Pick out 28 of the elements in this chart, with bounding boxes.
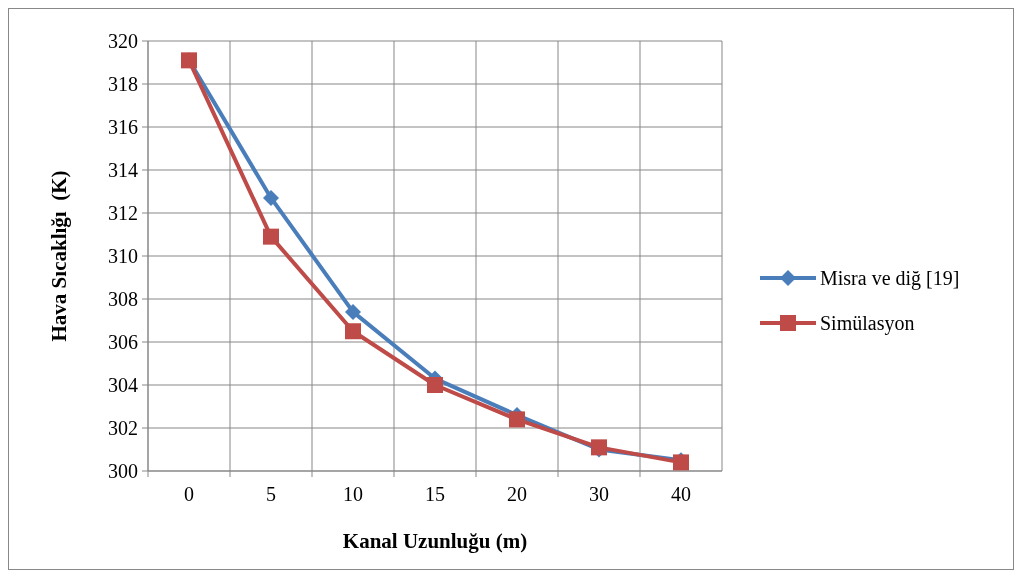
x-axis-title: Kanal Uzunluğu (m): [342, 529, 528, 553]
x-tick-label: 30: [589, 483, 609, 505]
point: [263, 189, 279, 206]
y-tick-label: 320: [108, 30, 138, 52]
x-tick-label: 40: [671, 483, 691, 505]
x-tick-label: 20: [507, 483, 527, 505]
point: [509, 411, 525, 428]
y-tick-label: 312: [108, 202, 138, 224]
y-tick-label: 300: [108, 460, 138, 482]
point: [263, 228, 279, 245]
x-tick-label: 10: [343, 483, 363, 505]
point: [345, 323, 361, 340]
point: [427, 377, 443, 393]
x-tick-label: 0: [184, 483, 194, 505]
point: [345, 303, 361, 320]
y-tick-label: 302: [108, 417, 138, 439]
legend-label: Simülasyon: [820, 312, 915, 335]
y-axis-title: Hava Sıcaklığı (K): [47, 170, 71, 342]
x-tick-label: 5: [266, 483, 276, 505]
y-tick-label: 310: [108, 245, 138, 267]
x-tick-label: 15: [425, 483, 445, 505]
y-tick-label: 318: [108, 73, 138, 95]
y-tick-label: 316: [108, 116, 138, 138]
y-tick-label: 306: [108, 331, 138, 353]
y-tick-label: 304: [108, 374, 138, 396]
legend-label: Misra ve diğ [19]: [820, 267, 960, 290]
y-tick-label: 308: [108, 288, 138, 310]
y-tick-label: 314: [108, 159, 138, 181]
